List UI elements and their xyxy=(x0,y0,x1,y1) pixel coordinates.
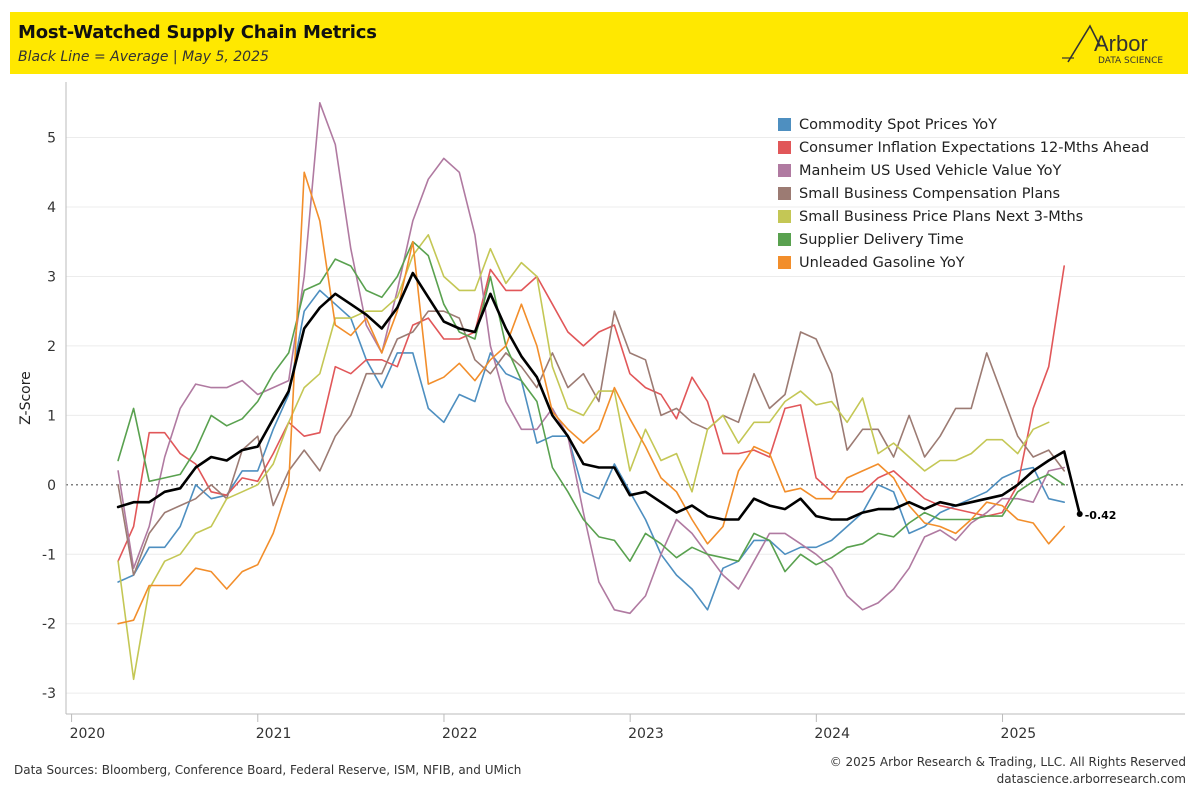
legend-swatch xyxy=(778,233,791,246)
grid-lines xyxy=(66,137,1185,694)
logo-text: Arbor xyxy=(1094,31,1148,56)
arbor-logo: Arbor DATA SCIENCE xyxy=(1062,24,1163,66)
legend-label: Small Business Price Plans Next 3-Mths xyxy=(799,208,1084,225)
legend-item: Unleaded Gasoline YoY xyxy=(778,251,1149,274)
series-line-unleaded-gasoline-yoy xyxy=(117,171,1065,625)
x-tick-label: 2023 xyxy=(628,726,664,742)
y-tick-label: 0 xyxy=(47,478,56,494)
legend-item: Commodity Spot Prices YoY xyxy=(778,113,1149,136)
legend-item: Consumer Inflation Expectations 12-Mths … xyxy=(778,136,1149,159)
legend-item: Manheim US Used Vehicle Value YoY xyxy=(778,159,1149,182)
x-tick-label: 2020 xyxy=(70,726,106,742)
x-tick-label: 2025 xyxy=(1001,726,1037,742)
series-lines xyxy=(116,102,1083,681)
legend-swatch xyxy=(778,256,791,269)
legend-label: Commodity Spot Prices YoY xyxy=(799,116,997,133)
logo-subtext: DATA SCIENCE xyxy=(1098,56,1163,66)
average-end-point xyxy=(1076,510,1083,517)
legend-item: Supplier Delivery Time xyxy=(778,228,1149,251)
footer-credits: © 2025 Arbor Research & Trading, LLC. Al… xyxy=(830,754,1186,788)
chart-axes xyxy=(65,82,1185,722)
y-tick-label: 3 xyxy=(47,269,56,285)
website-link[interactable]: datascience.arborresearch.com xyxy=(996,772,1186,786)
page-title: Most-Watched Supply Chain Metrics xyxy=(18,22,377,43)
data-sources: Data Sources: Bloomberg, Conference Boar… xyxy=(14,763,522,777)
legend-label: Unleaded Gasoline YoY xyxy=(799,254,965,271)
legend-label: Small Business Compensation Plans xyxy=(799,185,1061,202)
legend-swatch xyxy=(778,210,791,223)
average-end-label: -0.42 xyxy=(1085,509,1117,522)
x-tick-label: 2024 xyxy=(814,726,850,742)
x-tick-label: 2021 xyxy=(256,726,292,742)
series-line-average xyxy=(116,271,1081,521)
legend-item: Small Business Price Plans Next 3-Mths xyxy=(778,205,1149,228)
legend-swatch xyxy=(778,164,791,177)
series-line-small-business-compensation-plans xyxy=(117,310,1065,576)
copyright-text: © 2025 Arbor Research & Trading, LLC. Al… xyxy=(829,755,1186,769)
y-tick-label: -3 xyxy=(42,686,56,702)
x-tick-label: 2022 xyxy=(442,726,478,742)
header-banner: Most-Watched Supply Chain Metrics Black … xyxy=(10,12,1188,74)
y-tick-label: 4 xyxy=(47,200,56,216)
y-tick-label: 2 xyxy=(47,339,56,355)
y-tick-label: 1 xyxy=(47,408,56,424)
y-axis-label: Z-Score xyxy=(18,371,34,425)
series-line-supplier-delivery-time xyxy=(117,240,1065,573)
legend-swatch xyxy=(778,187,791,200)
legend-label: Consumer Inflation Expectations 12-Mths … xyxy=(799,139,1150,156)
legend-label: Supplier Delivery Time xyxy=(799,231,964,248)
series-line-commodity-spot-prices-yoy xyxy=(117,289,1065,611)
series-line-consumer-inflation-expectations-12-mths-ahead xyxy=(117,265,1065,563)
chart-labels: -3 -2 -1 0 1 2 3 4 5 2020 2021 2022 2023 2024 2025 Z-Sc… xyxy=(18,131,1116,742)
series-line-manheim-us-used-vehicle-value-yoy xyxy=(117,102,1065,615)
legend-swatch xyxy=(778,118,791,131)
chart-legend: Commodity Spot Prices YoY Consumer Inflat… xyxy=(778,113,1149,274)
page-subtitle: Black Line = Average | May 5, 2025 xyxy=(18,49,269,65)
series-line-small-business-price-plans-next-3-mths xyxy=(117,234,1050,681)
y-tick-label: -1 xyxy=(42,547,56,563)
y-tick-label: 5 xyxy=(47,131,56,147)
legend-item: Small Business Compensation Plans xyxy=(778,182,1149,205)
y-tick-label: -2 xyxy=(42,617,56,633)
legend-label: Manheim US Used Vehicle Value YoY xyxy=(799,162,1062,179)
legend-swatch xyxy=(778,141,791,154)
